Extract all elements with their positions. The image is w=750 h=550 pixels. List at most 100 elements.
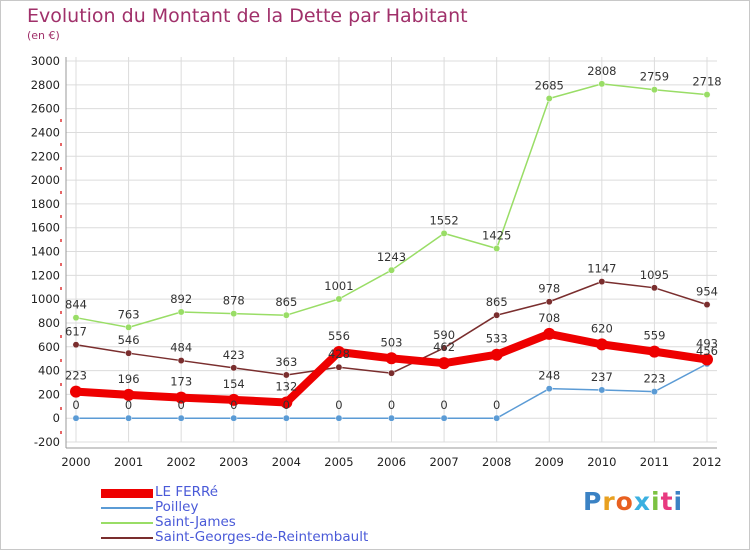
data-label: 2718 <box>692 75 721 89</box>
data-label: 223 <box>643 372 665 386</box>
y-tick-label: 2200 <box>31 149 60 163</box>
data-label: 0 <box>178 398 185 412</box>
data-point <box>598 278 606 286</box>
data-label: 844 <box>65 298 87 312</box>
logo-letter: t <box>660 487 674 516</box>
data-point <box>177 414 185 422</box>
data-label: 2685 <box>535 79 564 93</box>
data-point <box>175 391 188 404</box>
data-point <box>125 414 133 422</box>
y-tick-label: 1600 <box>31 221 60 235</box>
data-label: 546 <box>118 333 140 347</box>
legend-swatch <box>101 522 153 524</box>
data-label: 978 <box>538 282 560 296</box>
chart-title: Evolution du Montant de la Dette par Hab… <box>27 5 468 27</box>
x-tick-label: 2008 <box>482 455 511 469</box>
data-label: 462 <box>433 340 455 354</box>
data-label: 0 <box>72 398 79 412</box>
data-point <box>440 344 448 352</box>
data-label: 132 <box>275 379 297 393</box>
data-point <box>125 323 133 331</box>
y-tick-label: 2600 <box>31 102 60 116</box>
data-point <box>543 327 556 340</box>
data-point <box>493 311 501 319</box>
x-tick-label: 2010 <box>587 455 616 469</box>
x-tick-label: 2001 <box>114 455 143 469</box>
data-label: 878 <box>223 294 245 308</box>
x-tick-label: 2000 <box>61 455 90 469</box>
data-label: 196 <box>118 372 140 386</box>
logo-letter: r <box>602 487 616 516</box>
y-tick-label: 800 <box>38 316 60 330</box>
y-tick-label: 1400 <box>31 245 60 259</box>
logo-letter: o <box>615 487 634 516</box>
logo-letter: i <box>651 487 661 516</box>
y-tick-label: 2000 <box>31 173 60 187</box>
data-label: 493 <box>696 336 718 350</box>
data-label: 423 <box>223 348 245 362</box>
data-point <box>438 357 451 370</box>
y-tick-label: 1800 <box>31 197 60 211</box>
data-point <box>282 311 290 319</box>
proxiti-logo: Proxiti <box>583 487 683 516</box>
data-point <box>595 338 608 351</box>
data-point <box>177 308 185 316</box>
data-point <box>122 388 135 401</box>
data-point <box>545 95 553 102</box>
x-tick-label: 2005 <box>324 455 353 469</box>
legend-label: LE FERRé <box>155 484 219 500</box>
data-point <box>650 284 658 292</box>
data-label: 0 <box>440 398 447 412</box>
x-tick-label: 2006 <box>377 455 406 469</box>
data-point <box>332 345 345 358</box>
y-tick-label: -200 <box>34 435 60 449</box>
data-point <box>650 388 658 396</box>
y-tick-label: 2400 <box>31 125 60 139</box>
logo-letter: x <box>633 487 651 516</box>
data-label: 763 <box>118 307 140 321</box>
data-point <box>701 353 713 366</box>
data-point <box>598 80 606 88</box>
data-point <box>490 348 503 361</box>
data-point <box>335 363 343 371</box>
data-point <box>72 314 80 322</box>
data-point <box>545 298 553 306</box>
data-point <box>545 385 553 393</box>
data-label: 1552 <box>429 213 458 227</box>
data-label: 237 <box>591 370 613 384</box>
data-point <box>282 371 290 379</box>
data-label: 154 <box>223 377 245 391</box>
data-label: 2759 <box>640 70 669 84</box>
data-label: 533 <box>486 332 508 346</box>
y-tick-label: 200 <box>38 387 60 401</box>
y-tick-label: 0 <box>53 411 60 425</box>
data-label: 708 <box>538 311 560 325</box>
y-tick-label: 1000 <box>31 292 60 306</box>
data-point <box>388 266 395 274</box>
data-point <box>440 414 448 422</box>
data-label: 954 <box>696 285 718 299</box>
chart-subtitle: (en €) <box>27 29 60 42</box>
data-label: 1147 <box>587 262 616 276</box>
data-label: 0 <box>493 398 500 412</box>
legend-label: Saint-Georges-de-Reintembault <box>155 529 369 545</box>
data-label: 484 <box>170 341 192 355</box>
data-label: 590 <box>433 328 455 342</box>
data-label: 556 <box>328 329 350 343</box>
data-point <box>335 414 343 422</box>
logo-letter: P <box>583 487 603 516</box>
y-tick-label: 1200 <box>31 268 60 282</box>
x-tick-label: 2004 <box>272 455 301 469</box>
data-label: 428 <box>328 347 350 361</box>
data-label: 865 <box>275 295 297 309</box>
y-tick-label: 600 <box>38 340 60 354</box>
data-label: 1095 <box>640 268 669 282</box>
data-point <box>388 369 395 377</box>
data-label: 617 <box>65 325 87 339</box>
data-label: 0 <box>125 398 132 412</box>
data-point <box>230 364 238 372</box>
data-point <box>385 352 398 365</box>
x-tick-label: 2012 <box>692 455 721 469</box>
data-label: 620 <box>591 321 613 335</box>
data-point <box>230 414 238 422</box>
